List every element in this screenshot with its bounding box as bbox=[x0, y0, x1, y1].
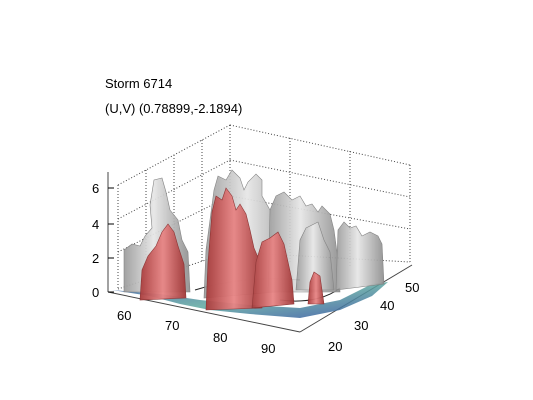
z-tick-label: 0 bbox=[92, 285, 99, 300]
figure-title: Storm 6714 bbox=[105, 76, 173, 91]
y-tick-label: 40 bbox=[380, 298, 394, 313]
x-tick-label: 70 bbox=[165, 318, 179, 333]
z-tick-label: 2 bbox=[92, 251, 99, 266]
z-tick-label: 4 bbox=[92, 217, 99, 232]
y-tick-label: 50 bbox=[405, 280, 419, 295]
x-tick-label: 60 bbox=[117, 308, 131, 323]
x-axis-ticks: 60 70 80 90 bbox=[117, 308, 275, 356]
x-tick-label: 80 bbox=[213, 330, 227, 345]
z-axis-ticks: 0 2 4 6 bbox=[92, 181, 114, 300]
y-tick-label: 20 bbox=[328, 339, 342, 354]
figure-subtitle: (U,V) (0.78899,-2.1894) bbox=[105, 101, 243, 116]
z-tick-label: 6 bbox=[92, 181, 99, 196]
y-axis-ticks: 20 30 40 50 bbox=[328, 280, 419, 354]
x-tick-label: 90 bbox=[261, 341, 275, 356]
y-tick-label: 30 bbox=[354, 318, 368, 333]
inner-isosurface bbox=[139, 187, 325, 311]
